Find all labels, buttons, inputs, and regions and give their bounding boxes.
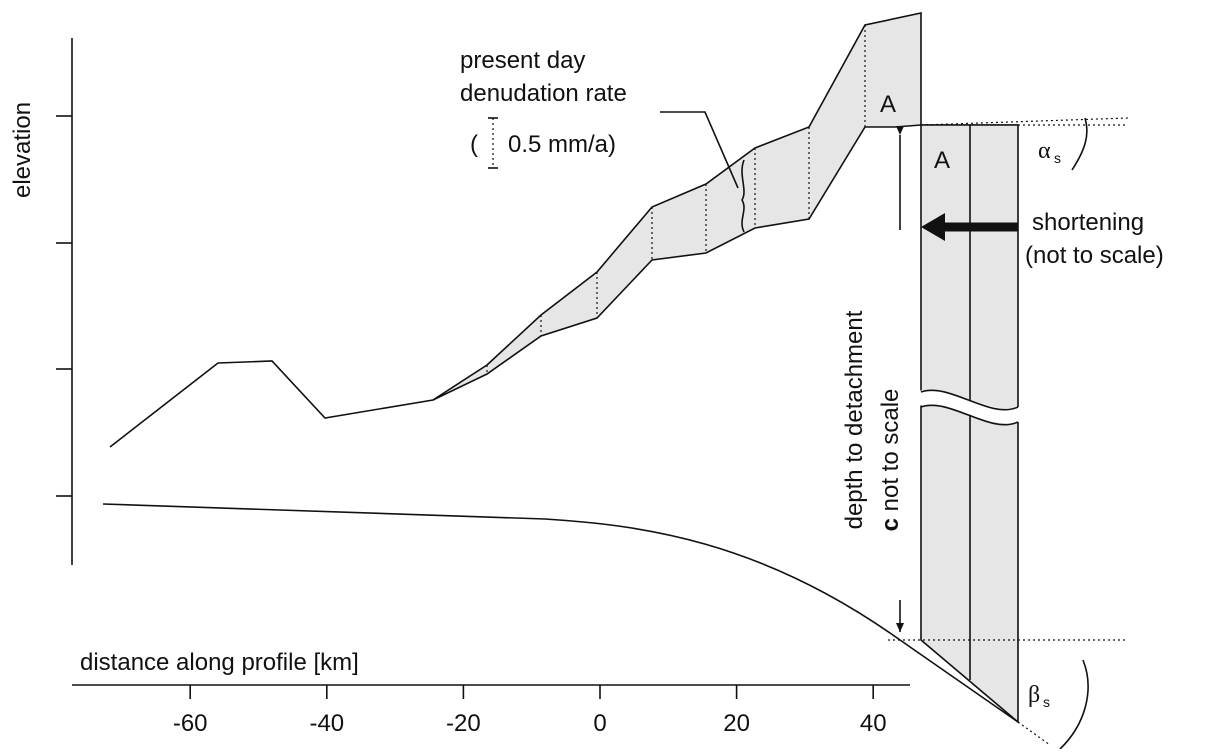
label: 0.5 mm/a) bbox=[508, 131, 616, 158]
label: present day bbox=[460, 47, 585, 74]
break-line bbox=[920, 389, 1019, 411]
x-tick-label: 20 bbox=[723, 710, 750, 737]
topography-past bbox=[109, 12, 922, 448]
x-tick-label: 0 bbox=[593, 710, 606, 737]
label: A bbox=[880, 91, 896, 118]
label: (not to scale) bbox=[1025, 242, 1164, 269]
label: c bbox=[877, 518, 904, 531]
shortening-arrowhead bbox=[921, 213, 945, 241]
y-axis-ticks bbox=[56, 115, 72, 497]
label: s bbox=[1043, 694, 1050, 710]
detachment bbox=[102, 503, 1019, 723]
x-tick-label: 40 bbox=[860, 710, 887, 737]
label: ( bbox=[470, 131, 478, 158]
x-tick-label: -20 bbox=[446, 710, 481, 737]
y-axis-label: elevation bbox=[9, 102, 36, 198]
beta-arc bbox=[1059, 659, 1089, 750]
label: not to scale bbox=[877, 389, 904, 518]
x-ticks: -60 -40 -20 0 20 40 bbox=[173, 685, 887, 737]
eroded-area bbox=[433, 13, 921, 400]
brace bbox=[741, 159, 745, 233]
label: depth to detachment bbox=[841, 310, 868, 529]
label: shortening bbox=[1032, 209, 1144, 236]
dashed-verticals bbox=[486, 25, 866, 374]
alpha-arc bbox=[1071, 117, 1088, 171]
break-line bbox=[920, 404, 1019, 426]
label: A bbox=[934, 147, 950, 174]
x-tick-label: -60 bbox=[173, 710, 208, 737]
label: β bbox=[1028, 682, 1040, 708]
x-tick-label: -40 bbox=[309, 710, 344, 737]
break-gap bbox=[915, 389, 1024, 424]
callout-line bbox=[660, 111, 739, 189]
label: s bbox=[1054, 150, 1061, 166]
reference-line bbox=[920, 117, 1129, 126]
dotted-extension bbox=[1017, 721, 1051, 746]
label: c not to scale bbox=[877, 389, 904, 532]
label: α bbox=[1038, 138, 1051, 164]
x-axis-label: distance along profile [km] bbox=[80, 649, 359, 676]
label: denudation rate bbox=[460, 80, 627, 107]
label-bg bbox=[855, 230, 917, 600]
